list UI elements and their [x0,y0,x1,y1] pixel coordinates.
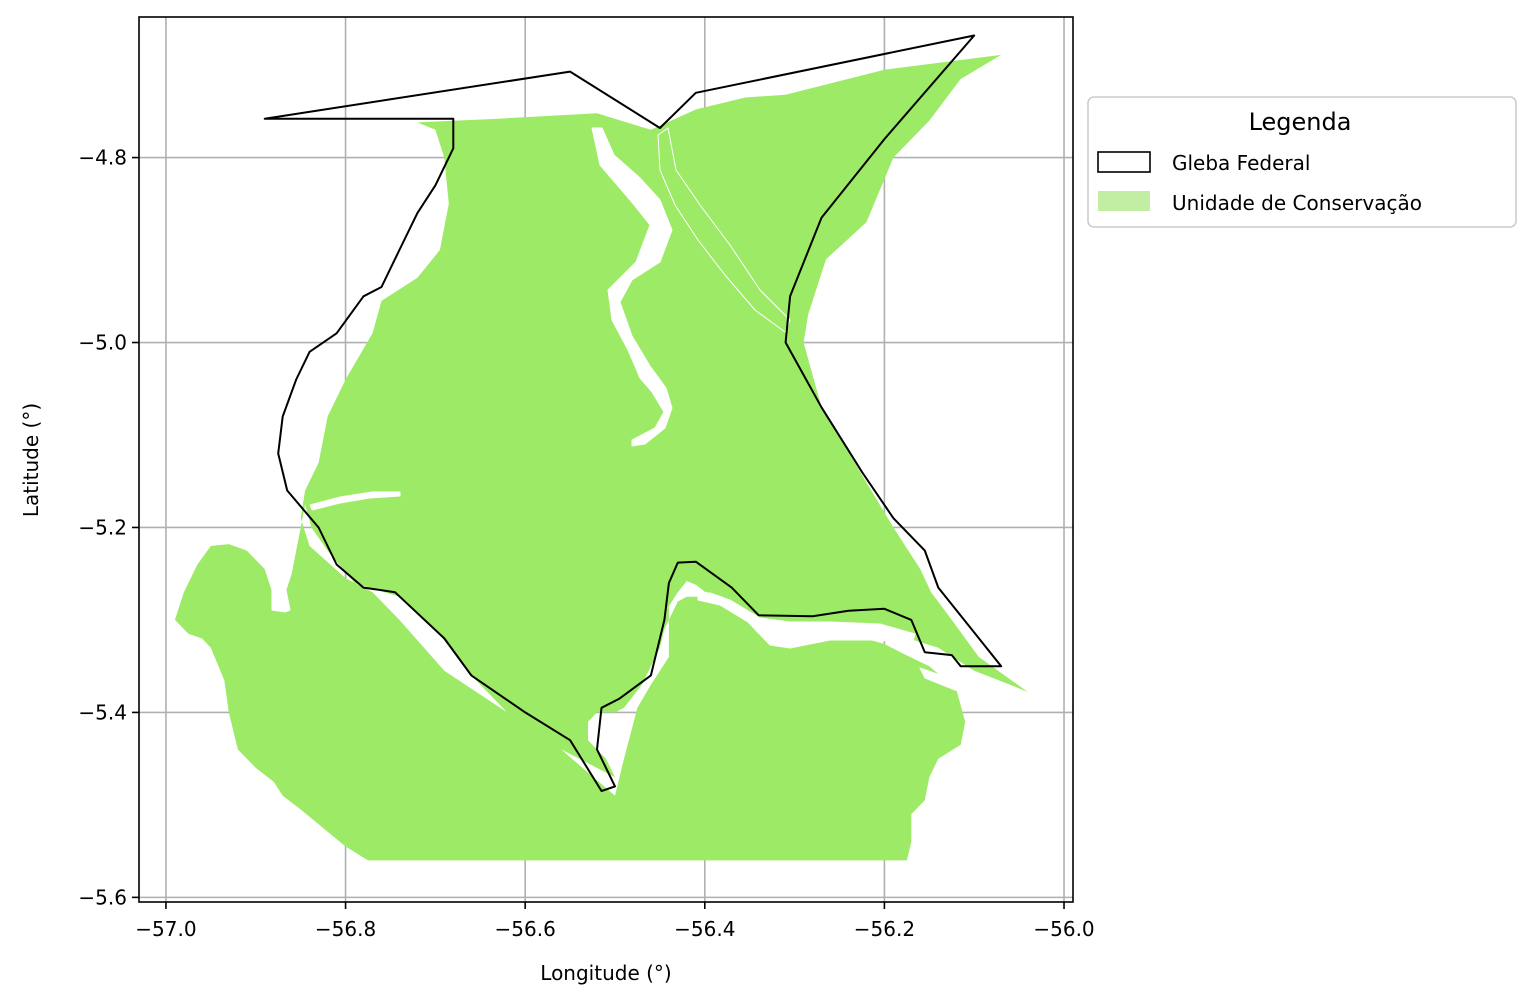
y-axis-ticks: −4.8 −5.0 −5.2 −5.4 −5.6 [78,146,139,909]
map-layers [174,34,1029,861]
legend-swatch-unidade-de-conservacao [1098,191,1150,211]
x-tick-label: −56.0 [1033,917,1094,941]
river-tapajos-arm [591,127,673,447]
x-axis-ticks: −57.0 −56.8 −56.6 −56.4 −56.2 −56.0 [135,902,1095,941]
gleba-federal-boundary [263,34,1003,792]
x-tick-label: −57.0 [135,917,196,941]
axes-frame [138,16,1074,903]
river-tributary-north [657,127,791,333]
y-tick-label: −5.6 [78,885,127,909]
legend-label-gleba-federal: Gleba Federal [1172,151,1310,175]
x-tick-label: −56.4 [674,917,735,941]
river-south-channel [697,589,916,649]
legend-label-unidade-de-conservacao: Unidade de Conservação [1172,191,1422,215]
unidade-de-conservacao-area [174,54,1029,861]
river-west-branch [309,491,401,511]
rivers [271,127,1001,698]
x-tick-label: −56.6 [495,917,556,941]
river-west-inlet [271,559,291,613]
y-tick-label: −5.0 [78,331,127,355]
x-axis-title: Longitude (°) [540,961,671,985]
x-tick-label: −56.8 [315,917,376,941]
y-axis-title: Latitude (°) [19,403,43,517]
river-east-outlet [919,667,1001,698]
legend: Legenda Gleba Federal Unidade de Conserv… [1087,96,1517,228]
x-tick-label: −56.2 [854,917,915,941]
legend-title: Legenda [1249,108,1352,136]
legend-swatch-gleba-federal [1097,151,1151,173]
y-tick-label: −5.4 [78,700,127,724]
y-tick-label: −5.2 [78,515,127,539]
y-tick-label: −4.8 [78,146,127,170]
legend-frame [1087,96,1517,228]
